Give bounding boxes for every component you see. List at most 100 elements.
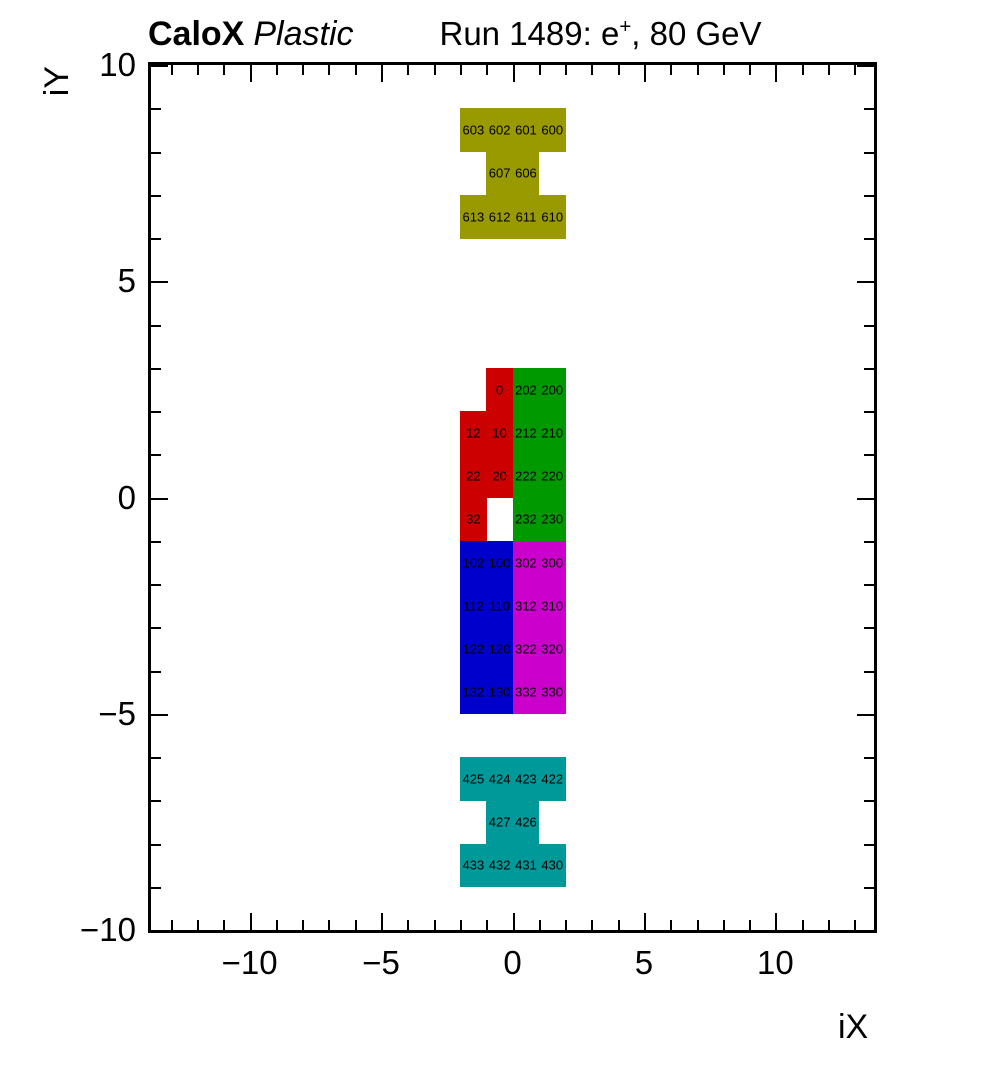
channel-cell: 425 — [459, 757, 487, 801]
y-axis-tick — [864, 584, 874, 586]
x-axis-tick-label: 5 — [634, 944, 654, 981]
x-axis-tick — [617, 65, 620, 75]
channel-cell: 423 — [512, 757, 540, 801]
y-axis-tick — [864, 194, 874, 197]
y-axis-tick — [864, 454, 874, 457]
channel-id-label: 20 — [492, 468, 507, 484]
y-axis-tick — [864, 411, 874, 413]
channel-id-label: 332 — [515, 684, 537, 700]
channel-cell: 430 — [538, 843, 566, 888]
x-axis-tick — [538, 920, 541, 930]
y-axis-tick — [864, 367, 874, 370]
x-axis-tick — [249, 65, 252, 82]
channel-cell: 22 — [459, 454, 487, 499]
x-axis-tick — [275, 920, 278, 930]
y-axis-tick — [864, 151, 874, 154]
x-axis-tick — [749, 65, 752, 75]
x-axis-tick — [696, 920, 699, 930]
channel-cell: 212 — [512, 411, 540, 455]
x-axis-tick — [696, 65, 699, 75]
channel-cell: 606 — [512, 151, 540, 196]
x-axis-tick — [801, 920, 804, 930]
y-axis-tick — [857, 65, 874, 67]
x-axis-tick — [827, 65, 830, 75]
y-axis-tick — [857, 281, 874, 284]
channel-id-label: 423 — [515, 771, 537, 787]
channel-cell: 10 — [486, 411, 514, 455]
channel-cell: 320 — [538, 627, 566, 672]
plot-title-row: CaloX Plastic Run 1489: e+, 80 GeV — [148, 12, 878, 56]
y-axis-tick — [151, 886, 161, 889]
x-axis-tick — [591, 65, 594, 75]
x-axis-tick — [197, 65, 199, 75]
channel-cell: 20 — [486, 454, 514, 499]
channel-id-label: 432 — [488, 857, 511, 873]
x-axis-tick — [249, 913, 252, 930]
x-axis-tick — [722, 65, 725, 75]
channel-id-label: 202 — [515, 382, 537, 398]
channel-cell: 310 — [538, 584, 566, 628]
channel-cell: 302 — [512, 540, 540, 585]
channel-id-label: 610 — [541, 209, 564, 225]
channel-id-label: 606 — [515, 165, 537, 181]
y-axis-tick — [151, 800, 161, 803]
y-axis-tick — [151, 497, 168, 500]
channel-id-label: 102 — [462, 555, 485, 571]
channel-cell: 426 — [512, 800, 540, 845]
channel-cell: 601 — [512, 108, 540, 153]
x-axis-tick — [223, 65, 226, 75]
channel-cell: 120 — [486, 627, 514, 672]
channel-id-label: 425 — [462, 771, 485, 787]
channel-id-label: 601 — [515, 122, 537, 138]
y-axis-tick — [864, 800, 874, 803]
y-axis-tick — [151, 324, 161, 327]
channel-id-label: 430 — [541, 857, 564, 873]
channel-cell: 0 — [486, 367, 514, 412]
channel-cell: 122 — [459, 627, 487, 672]
channel-id-label: 232 — [515, 511, 537, 527]
channel-id-label: 426 — [515, 814, 537, 830]
channel-cell: 202 — [512, 367, 540, 412]
x-axis-tick — [854, 65, 857, 75]
channel-id-label: 112 — [462, 598, 484, 614]
y-axis-tick-label: 5 — [117, 262, 136, 300]
channel-id-label: 600 — [541, 122, 564, 138]
particle-charge-superscript: + — [619, 15, 632, 38]
channel-id-label: 132 — [462, 684, 485, 700]
channel-id-label: 613 — [462, 209, 485, 225]
channel-cell: 112 — [459, 584, 487, 628]
x-axis-tick — [722, 920, 725, 930]
y-axis-tick-label: 0 — [117, 478, 136, 516]
channel-cell: 603 — [459, 108, 487, 153]
y-axis-tick — [151, 757, 161, 759]
channel-id-label: 312 — [515, 598, 537, 614]
x-axis-tick-label: −10 — [221, 944, 278, 981]
channel-id-label: 230 — [541, 511, 564, 527]
y-axis-tick — [864, 108, 874, 111]
y-axis-title: iY — [38, 66, 76, 97]
x-axis-tick-label: 0 — [503, 944, 522, 981]
channel-cell: 433 — [459, 843, 487, 888]
y-axis-tick-label: −10 — [80, 911, 136, 948]
experiment-name: CaloX — [148, 14, 245, 53]
y-axis-tick — [151, 281, 168, 284]
channel-cell: 422 — [538, 757, 566, 801]
x-axis-tick — [170, 65, 173, 75]
x-axis-tick — [381, 65, 384, 82]
y-axis-tick — [151, 108, 161, 111]
channel-id-label: 607 — [488, 165, 511, 181]
channel-id-label: 302 — [515, 555, 537, 571]
detector-name: Plastic — [253, 14, 354, 53]
y-axis-tick — [151, 713, 168, 716]
channel-id-label: 330 — [541, 684, 564, 700]
x-axis-tick — [538, 65, 541, 75]
plot-frame: 603 602 601 600 607 606 613 612 611 610 0 202 200 12 1… — [148, 62, 877, 933]
channel-cell: 322 — [512, 627, 540, 672]
y-axis-tick — [864, 540, 874, 543]
x-axis-tick — [275, 65, 278, 75]
x-axis-tick — [565, 65, 568, 75]
y-axis-tick-label: −5 — [98, 694, 136, 732]
channel-id-label: 130 — [488, 684, 511, 700]
x-axis-tick — [512, 65, 515, 82]
y-axis-tick — [151, 151, 161, 154]
